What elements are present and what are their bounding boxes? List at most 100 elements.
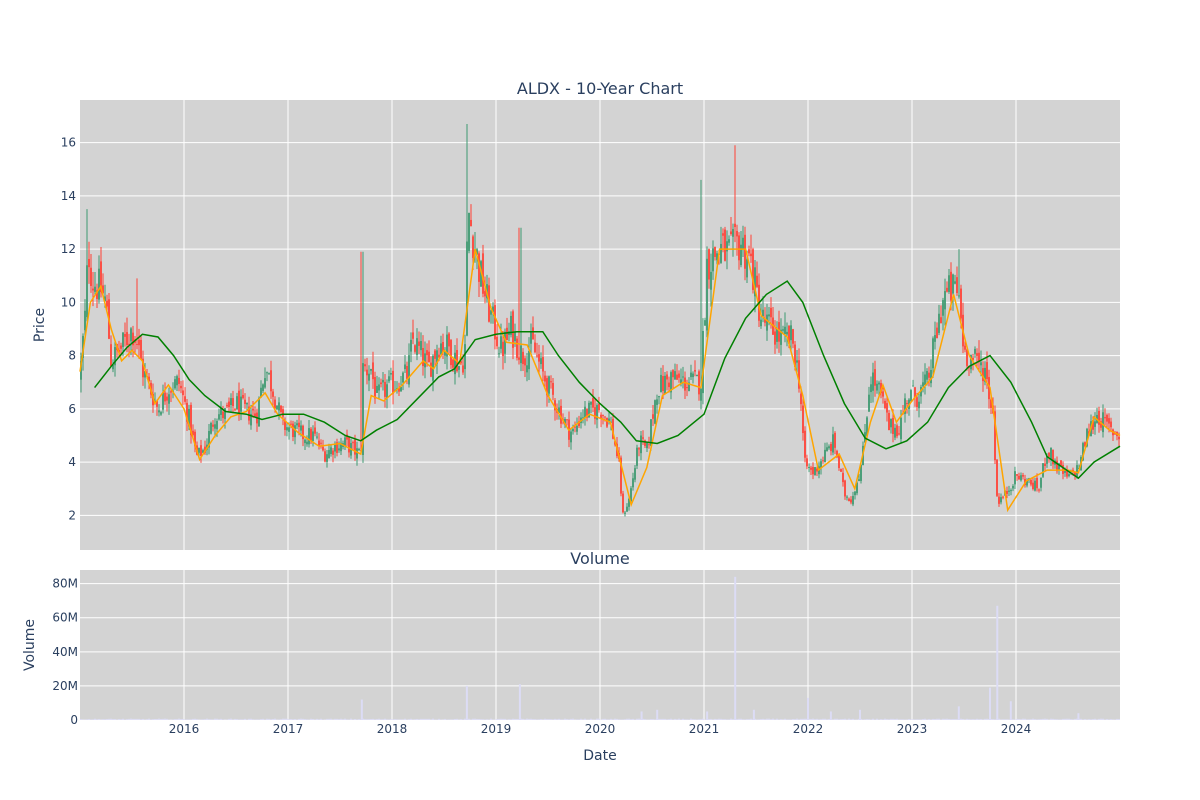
date-x-tick-label: 2017 <box>273 722 304 736</box>
candle-body <box>744 234 746 269</box>
candle-body <box>176 376 178 386</box>
candle-body <box>566 419 568 421</box>
candle-body <box>1030 479 1032 485</box>
volume-bar <box>776 718 778 720</box>
volume-bar <box>262 718 264 720</box>
candle-body <box>122 332 124 348</box>
volume-bar <box>130 718 132 720</box>
candle-body <box>1066 470 1068 477</box>
date-x-tick-labels: 2016 2017 2018 2019 2020 2021 2022 2023 2024 <box>169 722 1032 736</box>
volume-bar <box>318 719 320 720</box>
candle-body <box>552 383 554 395</box>
volume-gridlines <box>80 570 1120 721</box>
candle-body <box>538 354 540 362</box>
volume-bar <box>694 719 696 720</box>
candle-body <box>764 318 766 323</box>
volume-bar <box>140 719 142 720</box>
candle-body <box>416 338 418 355</box>
candle-body <box>336 442 338 453</box>
candle-body <box>834 432 836 448</box>
candle-body <box>90 267 92 286</box>
candle-body <box>484 291 486 297</box>
candle-body <box>380 382 382 385</box>
volume-bar <box>802 718 804 720</box>
volume-bar <box>628 718 630 720</box>
volume-bar <box>942 718 944 720</box>
volume-bar <box>824 718 826 720</box>
volume-bar <box>98 718 100 720</box>
volume-bar <box>1068 718 1070 720</box>
volume-bar <box>926 719 928 720</box>
candle-body <box>714 246 716 257</box>
candle-body <box>740 244 742 266</box>
candle-body <box>970 354 972 370</box>
candle-body <box>356 448 358 459</box>
volume-bar <box>636 718 638 720</box>
volume-bar <box>728 719 730 720</box>
volume-bar <box>210 719 212 720</box>
candle-body <box>734 223 736 228</box>
candle-body <box>1064 469 1066 473</box>
candle-body <box>588 402 590 418</box>
candle-body <box>826 447 828 452</box>
price-y-tick-labels: 2 4 6 8 10 12 14 16 <box>61 136 76 523</box>
volume-bar <box>362 718 364 720</box>
volume-bar <box>1076 718 1078 720</box>
candle-body <box>942 300 944 316</box>
volume-bar <box>834 718 836 720</box>
price-y-tick-label: 12 <box>61 242 76 256</box>
candle-body <box>690 372 692 378</box>
candle-body <box>828 446 830 449</box>
volume-bar <box>888 719 890 720</box>
volume-bar <box>572 718 574 720</box>
candle-body <box>282 409 284 417</box>
candle-body <box>1050 447 1052 460</box>
candle-body <box>936 327 938 338</box>
volume-bar <box>820 719 822 720</box>
volume-bar <box>182 719 184 720</box>
volume-bar <box>256 719 258 720</box>
candle-body <box>160 412 162 415</box>
candle-body <box>148 376 150 382</box>
volume-bar <box>722 719 724 720</box>
candle-body <box>316 436 318 438</box>
candle-body <box>736 230 738 237</box>
candle-body <box>208 431 210 448</box>
volume-y-tick-labels: 0 20M 40M 60M 80M <box>52 577 78 727</box>
candle-body <box>1104 417 1106 419</box>
volume-bar <box>1016 718 1018 720</box>
volume-bar <box>234 718 236 720</box>
volume-bar <box>952 719 954 720</box>
volume-bar <box>576 719 578 720</box>
candle-body <box>1110 421 1112 428</box>
volume-bar <box>1024 718 1026 720</box>
candle-body <box>290 423 292 425</box>
volume-bar <box>462 719 464 720</box>
volume-bar <box>896 718 898 720</box>
candle-body <box>112 364 114 370</box>
candle-body <box>1006 490 1008 494</box>
volume-bar <box>136 718 138 720</box>
candle-body <box>234 408 236 410</box>
candle-body <box>480 261 482 287</box>
volume-spike-bar <box>1077 713 1080 720</box>
candle-body <box>880 383 882 394</box>
price-gridlines <box>80 100 1120 550</box>
volume-bar <box>432 718 434 720</box>
candle-body <box>986 362 988 380</box>
volume-bar <box>772 718 774 720</box>
candle-body <box>224 408 226 419</box>
volume-bar <box>106 719 108 720</box>
candle-body <box>702 331 704 394</box>
candle-body <box>606 417 608 427</box>
candle-body <box>730 231 732 235</box>
volume-bar <box>416 718 418 720</box>
candle-body <box>536 355 538 357</box>
volume-spike-bar <box>989 687 991 720</box>
candle-body <box>136 343 138 345</box>
candle-body <box>926 371 928 380</box>
volume-bar <box>800 718 802 720</box>
volume-bar <box>96 719 98 720</box>
volume-spike-bar <box>829 711 832 720</box>
volume-bar <box>260 719 262 720</box>
